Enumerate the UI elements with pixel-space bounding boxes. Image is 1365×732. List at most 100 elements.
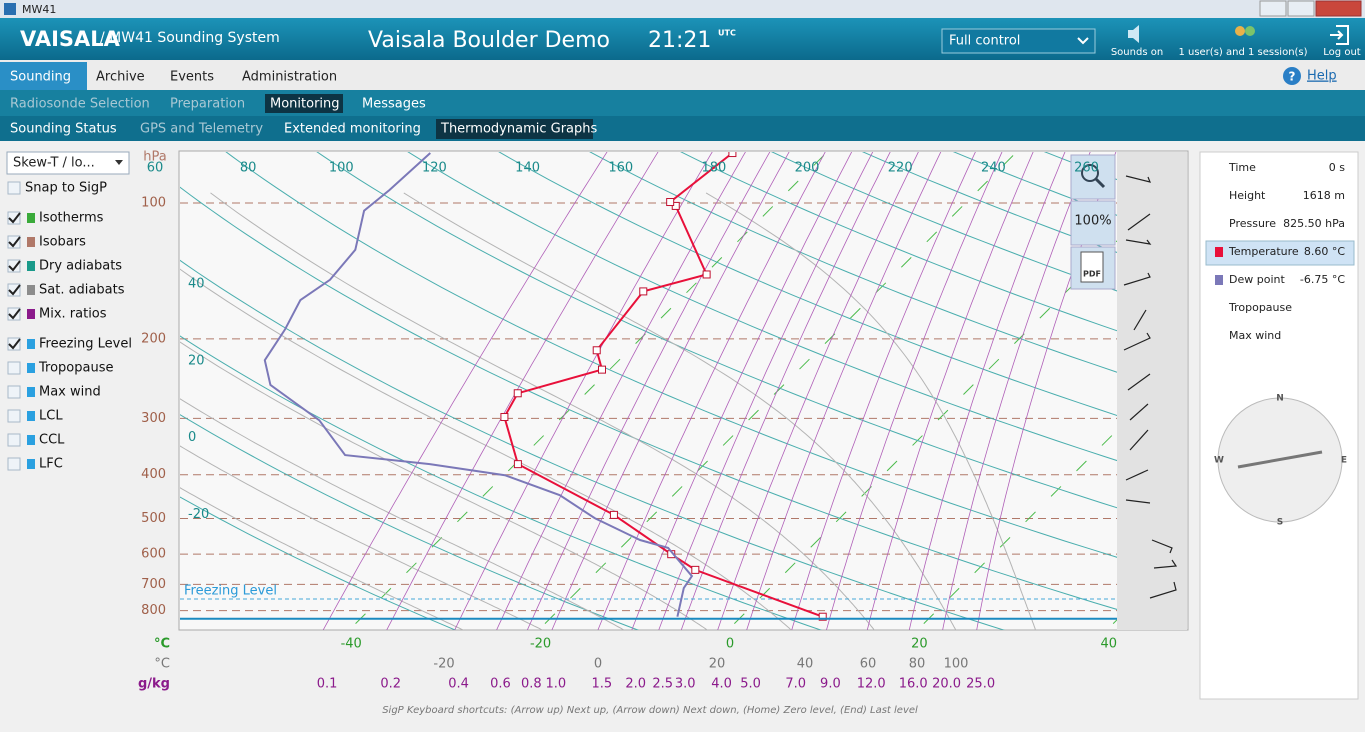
help-icon-mark: ?	[1289, 70, 1296, 84]
checkbox[interactable]	[8, 410, 20, 422]
y-tick-label: 600	[141, 547, 166, 562]
mixing-ratio-label: 0.4	[448, 677, 469, 692]
sigp-marker	[514, 461, 521, 468]
help-link[interactable]: Help	[1307, 69, 1337, 84]
legend-swatch	[27, 411, 35, 421]
subtab[interactable]: Radiosonde Selection	[10, 97, 150, 112]
users-label: 1 user(s) and 1 session(s)	[1178, 47, 1307, 58]
y-tick-label: 500	[141, 511, 166, 526]
mixing-unit: g/kg	[138, 677, 170, 692]
dry-adiabat-label: 200	[795, 161, 820, 176]
legend-swatch	[27, 309, 35, 319]
minimize[interactable]	[1260, 1, 1286, 16]
checkbox[interactable]	[8, 182, 20, 194]
dry-adiabat-label: 180	[701, 161, 726, 176]
subtab[interactable]: Sounding Status	[10, 122, 117, 137]
info-label: Max wind	[1229, 329, 1281, 342]
subtab[interactable]: Extended monitoring	[284, 122, 421, 137]
logout-label[interactable]: Log out	[1323, 47, 1360, 58]
info-value: 825.50 hPa	[1283, 217, 1345, 230]
option-label: Dry adiabats	[39, 259, 122, 274]
info-value: 8.60 °C	[1304, 245, 1345, 258]
sigp-marker	[501, 414, 508, 421]
compass-n: N	[1276, 394, 1284, 404]
y-tick-label: 800	[141, 603, 166, 618]
checkbox[interactable]	[8, 386, 20, 398]
dry-adiabat-label: 160	[608, 161, 633, 176]
info-label: Temperature	[1228, 245, 1299, 258]
mixing-ratio-label: 12.0	[857, 677, 886, 692]
dry-adiabat-label: 20	[188, 353, 205, 368]
sigp-marker	[692, 566, 699, 573]
info-value: -6.75 °C	[1300, 273, 1345, 286]
sigp-marker	[667, 199, 674, 206]
info-label: Dew point	[1229, 273, 1285, 286]
option-label: Tropopause	[38, 361, 113, 376]
footer: SigP Keyboard shortcuts: (Arrow up) Next…	[382, 705, 918, 716]
option-label: Mix. ratios	[39, 307, 107, 322]
dry-adiabat-label: -20	[188, 507, 209, 522]
subtab[interactable]: Preparation	[170, 97, 245, 112]
y-tick-label: 300	[141, 411, 166, 426]
mixing-ratio-label: 3.0	[675, 677, 696, 692]
subtab[interactable]: Messages	[362, 97, 426, 112]
subtab[interactable]: Monitoring	[270, 97, 340, 112]
mixing-ratio-label: 5.0	[740, 677, 761, 692]
dry-adiabat-label: 120	[422, 161, 447, 176]
x-unit: °C	[154, 637, 170, 652]
subtab[interactable]: GPS and Telemetry	[140, 122, 263, 137]
legend-swatch	[27, 339, 35, 349]
checkbox[interactable]	[8, 434, 20, 446]
mixing-ratio-label: 4.0	[711, 677, 732, 692]
sigp-marker	[598, 366, 605, 373]
x-tick-label: 0	[726, 637, 734, 652]
tab[interactable]: Sounding	[10, 70, 71, 85]
legend-swatch	[27, 285, 35, 295]
tab[interactable]: Archive	[96, 70, 145, 85]
sigp-marker	[514, 390, 521, 397]
users-icon	[1235, 26, 1245, 36]
tab[interactable]: Events	[170, 70, 214, 85]
dry-adiabat-label: 220	[888, 161, 913, 176]
second-scale-label: 100	[944, 657, 969, 672]
system-name: / MW41 Sounding System	[100, 30, 280, 46]
dry-adiabat-label: 0	[188, 430, 196, 445]
y-tick-label: 400	[141, 467, 166, 482]
mixing-ratio-label: 1.5	[592, 677, 613, 692]
wind-column	[1117, 152, 1187, 630]
second-scale-label: 80	[909, 657, 926, 672]
mixing-ratio-label: 16.0	[899, 677, 928, 692]
x-tick-label: -40	[341, 637, 362, 652]
dry-adiabat-label: 40	[188, 276, 205, 291]
legend-swatch	[27, 363, 35, 373]
second-scale-label: -20	[433, 657, 454, 672]
second-scale-label: 60	[860, 657, 877, 672]
option-label: Freezing Level	[39, 337, 132, 352]
option-label: Isobars	[39, 235, 86, 250]
checkbox[interactable]	[8, 362, 20, 374]
y-tick-label: 700	[141, 577, 166, 592]
mixing-ratio-label: 0.8	[521, 677, 542, 692]
mixing-ratio-label: 9.0	[820, 677, 841, 692]
info-label: Time	[1228, 161, 1256, 174]
x-tick-label: -20	[530, 637, 551, 652]
tab[interactable]: Administration	[242, 70, 337, 85]
maximize[interactable]	[1288, 1, 1314, 16]
subtab[interactable]: Thermodynamic Graphs	[440, 122, 597, 137]
legend-swatch	[27, 435, 35, 445]
second-scale-label: 20	[709, 657, 726, 672]
compass-s: S	[1277, 518, 1283, 528]
y-tick-label: 100	[141, 196, 166, 211]
legend-swatch	[27, 387, 35, 397]
checkbox[interactable]	[8, 458, 20, 470]
close[interactable]	[1316, 1, 1361, 16]
dry-adiabat-label: 100	[329, 161, 354, 176]
sigp-marker	[593, 347, 600, 354]
mixing-ratio-label: 20.0	[932, 677, 961, 692]
mixing-ratio-label: 0.6	[490, 677, 511, 692]
info-label: Height	[1229, 189, 1266, 202]
title-bar	[0, 0, 1365, 18]
dry-adiabat-label: 140	[515, 161, 540, 176]
